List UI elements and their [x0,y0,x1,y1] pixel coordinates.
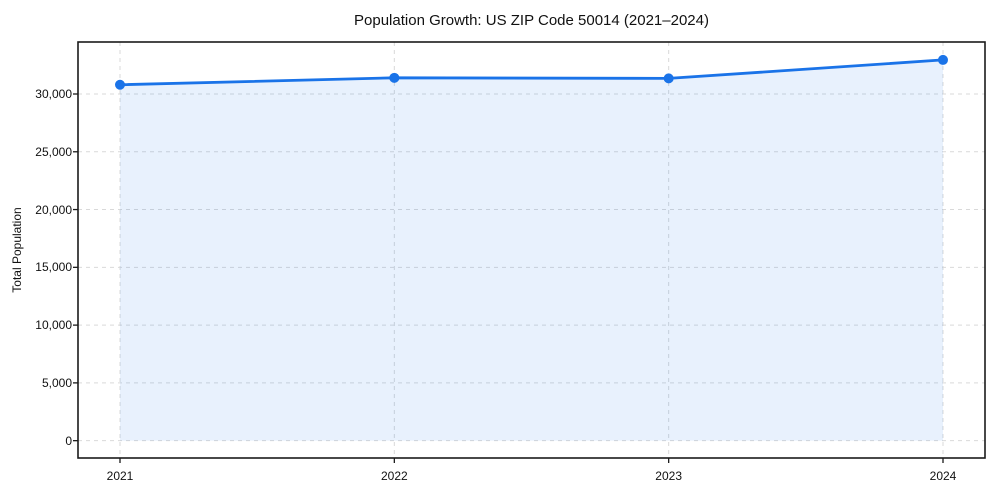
data-point-marker [938,54,948,65]
y-tick-label: 15,000 [35,260,72,275]
area-fill [120,59,943,441]
y-tick-label: 25,000 [35,144,72,159]
y-tick-label: 10,000 [35,318,72,333]
data-point-marker [389,72,400,83]
y-tick-label: 0 [65,433,72,448]
y-tick-label: 5,000 [41,375,72,390]
plot-border [77,41,986,459]
x-tick-label: 2024 [929,469,957,483]
x-tick-label: 2022 [380,469,408,483]
data-point-marker [663,73,674,84]
x-tick-label: 2021 [106,469,134,483]
data-point-marker [115,79,125,90]
y-tick-label: 30,000 [35,87,72,101]
x-tick-label: 2023 [655,469,682,483]
chart-title: Population Growth: US ZIP Code 50014 (20… [354,12,709,29]
y-tick-label: 20,000 [35,202,72,217]
data-line [118,58,945,87]
